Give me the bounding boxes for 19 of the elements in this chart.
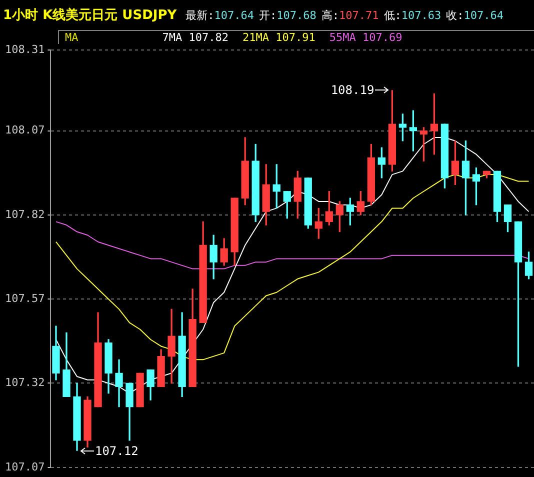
y-tick-label: 107.82 xyxy=(4,208,45,221)
text: 收:107.64 xyxy=(446,8,504,22)
annotation: 107.12 xyxy=(94,444,138,458)
y-tick-label: 108.07 xyxy=(4,124,45,137)
chart-title: 1小时 K线美元日元 USDJPY xyxy=(3,6,177,24)
text: 55MA 107.69 xyxy=(329,31,402,44)
y-tick-label: 107.32 xyxy=(4,376,45,390)
text: 21MA 107.91 xyxy=(242,31,316,44)
candlestick xyxy=(136,372,144,408)
text: 最新:107.64 xyxy=(186,8,254,22)
y-tick-label: 108.31 xyxy=(4,42,45,56)
text: 7MA 107.82 xyxy=(162,31,228,44)
text: 开:107.68 xyxy=(259,8,316,22)
y-tick-label: 107.57 xyxy=(4,292,45,305)
text: 高:107.71 xyxy=(321,8,379,22)
annotation: 108.19 xyxy=(330,83,374,98)
legend-title: MA xyxy=(65,31,78,44)
text: 低:107.63 xyxy=(384,8,442,22)
y-tick-label: 107.07 xyxy=(4,460,45,474)
